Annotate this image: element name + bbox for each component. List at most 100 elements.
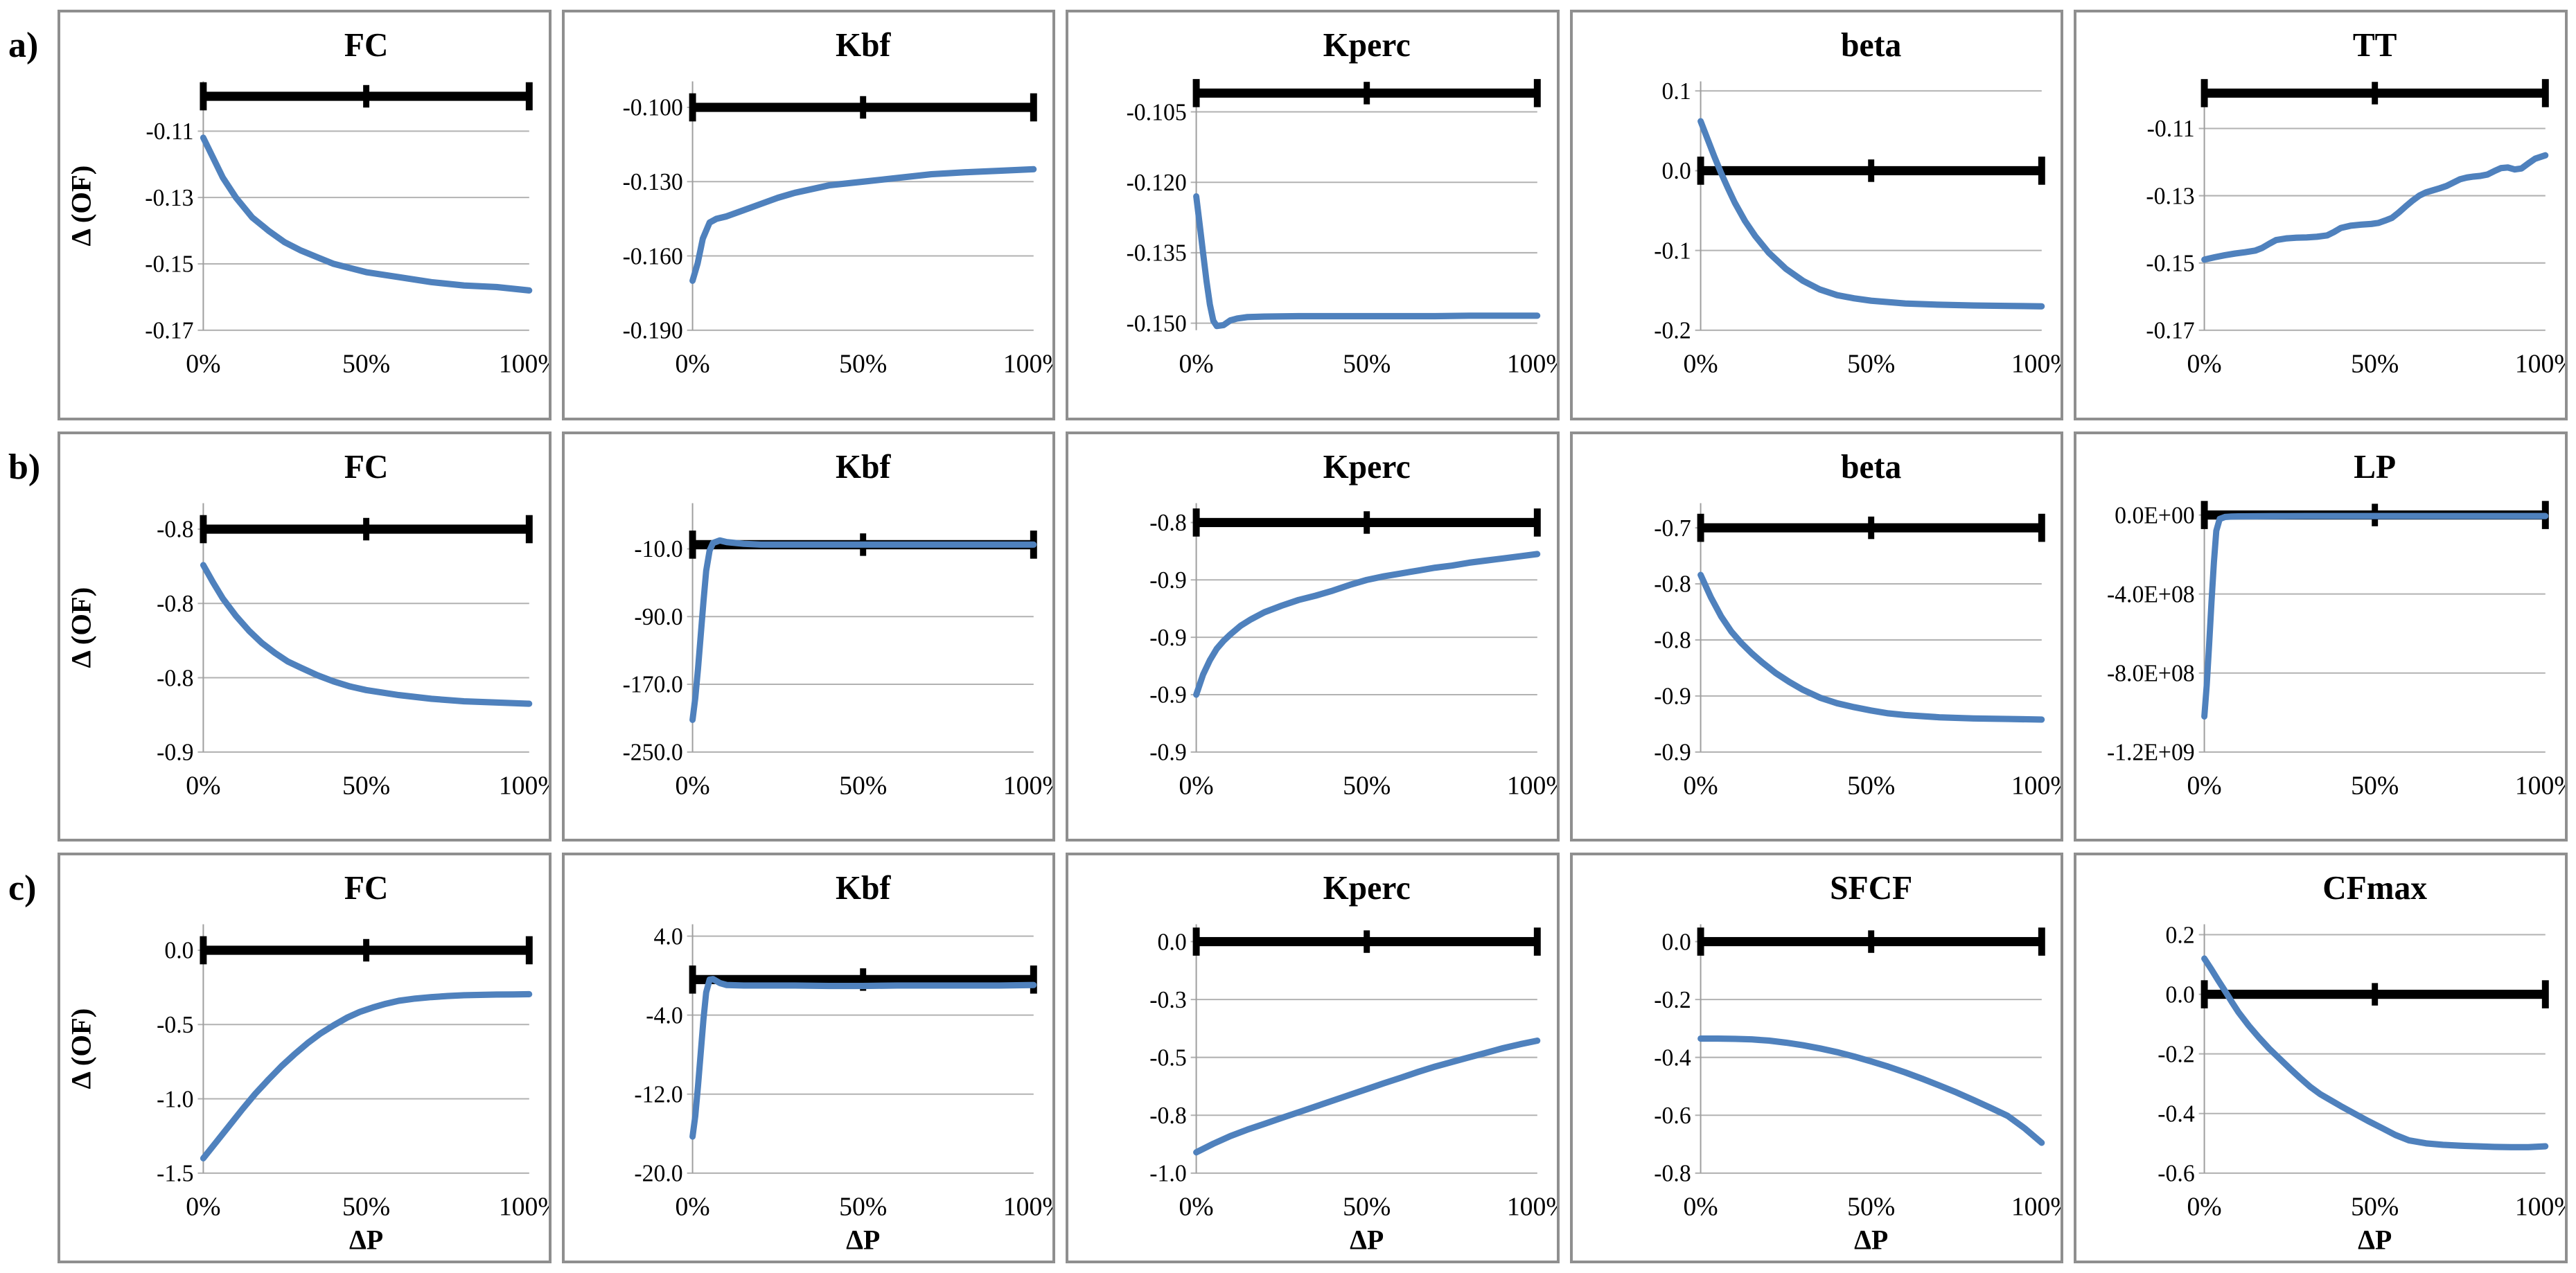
y-tick-label: -0.13 [145,186,193,211]
x-tick-label: 0% [1683,771,1718,800]
chart-svg-Kperc: -0.105 -0.120 -0.135 -0.150 0% 50% 100% Kperc [1127,26,1557,378]
range-bar-mid-tick [859,968,866,991]
x-tick-label: 100% [499,1193,549,1222]
y-tick-label: -0.11 [2147,116,2195,142]
x-tick-label: 100% [1003,771,1052,800]
x-tick-label: 50% [1847,349,1895,378]
range-bar-right-cap [525,936,533,965]
range-bar-left-cap [1697,927,1704,956]
y-tick-label: -0.6 [1654,1103,1691,1129]
y-tick-label: -0.4 [2158,1101,2195,1127]
chart-svg-Kperc: -0.8 -0.9 -0.9 -0.9 -0.9 0% 50% 100% Kperc [1149,448,1556,800]
y-tick-label: -0.100 [622,95,682,121]
y-tick-label: -0.7 [1654,515,1691,541]
chart-title: TT [2353,26,2397,64]
chart-svg-FC: -0.11 -0.13 -0.15 -0.17 0% 50% 100% FC Δ (OF) [66,26,549,378]
chart-title: CFmax [2323,870,2428,907]
y-tick-label: -0.8 [1654,627,1691,653]
chart-svg-beta: -0.7 -0.8 -0.8 -0.9 -0.9 0% 50% 100% beta [1654,448,2061,800]
chart-title: beta [1841,448,1901,486]
x-tick-label: 50% [1847,1193,1895,1222]
range-bar-left-cap [2200,500,2208,529]
y-tick-label: 0.0 [1661,159,1691,184]
range-bar-mid-tick [1364,82,1370,105]
y-tick-label: -0.9 [157,740,193,765]
x-tick-label: 100% [2515,771,2565,800]
range-bar-right-cap [1534,508,1541,537]
y-tick-label: -0.6 [2158,1161,2195,1187]
range-bar-mid-tick [1364,930,1370,954]
x-tick-label: 50% [2352,771,2399,800]
chart-title: Kbf [836,448,891,486]
y-tick-label: 0.1 [1661,79,1691,105]
chart-svg-Kbf: -0.100 -0.130 -0.160 -0.190 0% 50% 100% Kbf [622,26,1052,378]
range-bar-mid-tick [363,517,370,540]
y-axis-title: Δ (OF) [66,587,96,668]
x-tick-label: 0% [675,349,709,378]
x-axis-title: ΔP [2358,1224,2392,1256]
series-line [689,166,1036,284]
x-tick-label: 0% [2187,1193,2222,1222]
x-tick-label: 0% [1179,349,1214,378]
chart-svg-SFCF: 0.0 -0.2 -0.4 -0.6 -0.8 0% 50% 100% SFCF ΔP [1654,870,2061,1256]
range-bar-right-cap [2542,79,2550,107]
range-bar-left-cap [1192,79,1200,107]
y-tick-label: -0.11 [146,119,194,145]
y-tick-label: -8.0E+08 [2107,661,2195,686]
x-tick-label: 100% [1003,349,1052,378]
series-line [1697,118,2045,310]
chart-svg-CFmax: 0.2 0.0 -0.2 -0.4 -0.6 0% 50% 100% CFmax ΔP [2158,870,2565,1256]
series-line [689,537,1036,723]
y-tick-label: -0.9 [1149,740,1186,765]
series-line [1193,551,1541,698]
chart-cell-b-kbf: -10.0 -90.0 -170.0 -250.0 0% 50% 100% Kbf [561,431,1056,842]
x-tick-label: 50% [1343,771,1391,800]
x-tick-label: 0% [186,349,220,378]
range-bar-left-cap [2200,980,2208,1009]
panel-row-c: c) 0.0 -0.5 -1.0 -1.5 0% 50% 100% FC Δ (OF) ΔP 4.… [4,853,2568,1264]
range-bar-left-cap [1192,508,1200,537]
chart-svg-Kperc: 0.0 -0.3 -0.5 -0.8 -1.0 0% 50% 100% Kperc ΔP [1149,870,1556,1256]
y-tick-label: -1.2E+09 [2107,740,2195,765]
x-tick-label: 0% [1179,771,1214,800]
range-bar-left-cap [200,515,207,543]
chart-cell-a-tt: -0.11 -0.13 -0.15 -0.17 0% 50% 100% TT [2074,10,2568,420]
x-tick-label: 50% [1343,1193,1391,1222]
chart-svg-TT: -0.11 -0.13 -0.15 -0.17 0% 50% 100% TT [2146,26,2565,378]
chart-svg-Kbf: -10.0 -90.0 -170.0 -250.0 0% 50% 100% Kbf [622,448,1052,800]
x-tick-label: 100% [1003,1193,1052,1222]
range-bar-right-cap [1534,79,1541,107]
series-line [2201,152,2549,263]
y-tick-label: -10.0 [634,537,682,562]
x-tick-label: 0% [1683,1193,1718,1222]
y-tick-label: -0.3 [1149,988,1186,1013]
range-bar-right-cap [2038,927,2045,956]
y-tick-label: -20.0 [634,1161,682,1187]
range-bar-mid-tick [2372,983,2379,1006]
x-tick-label: 0% [186,1193,220,1222]
range-bar-left-cap [2200,79,2208,107]
y-tick-label: -170.0 [622,672,682,697]
x-tick-label: 50% [839,1193,887,1222]
chart-cell-c-cfmax: 0.2 0.0 -0.2 -0.4 -0.6 0% 50% 100% CFmax ΔP [2074,853,2568,1264]
chart-cell-a-kperc: -0.105 -0.120 -0.135 -0.150 0% 50% 100% Kperc [1066,10,1560,420]
chart-cell-a-fc: -0.11 -0.13 -0.15 -0.17 0% 50% 100% FC Δ (OF) [58,10,552,420]
series-line [1193,1038,1541,1156]
range-bar-mid-tick [1868,159,1874,182]
x-tick-label: 100% [2011,771,2061,800]
chart-cell-b-kperc: -0.8 -0.9 -0.9 -0.9 -0.9 0% 50% 100% Kperc [1066,431,1560,842]
range-bar-right-cap [1030,93,1037,122]
y-tick-label: -250.0 [622,740,682,765]
x-axis-title: ΔP [1350,1224,1384,1256]
range-bar-mid-tick [859,96,866,119]
range-bar-left-cap [200,936,207,965]
y-tick-label: -0.9 [1149,625,1186,650]
range-bar-mid-tick [1364,510,1370,534]
range-bar-left-cap [689,93,696,122]
y-tick-label: 0.0E+00 [2115,503,2196,528]
x-tick-label: 50% [1343,349,1391,378]
chart-title: Kbf [836,26,891,64]
y-tick-label: -0.120 [1127,170,1187,196]
y-tick-label: -0.8 [157,517,193,542]
y-axis-title: Δ (OF) [66,1008,96,1089]
